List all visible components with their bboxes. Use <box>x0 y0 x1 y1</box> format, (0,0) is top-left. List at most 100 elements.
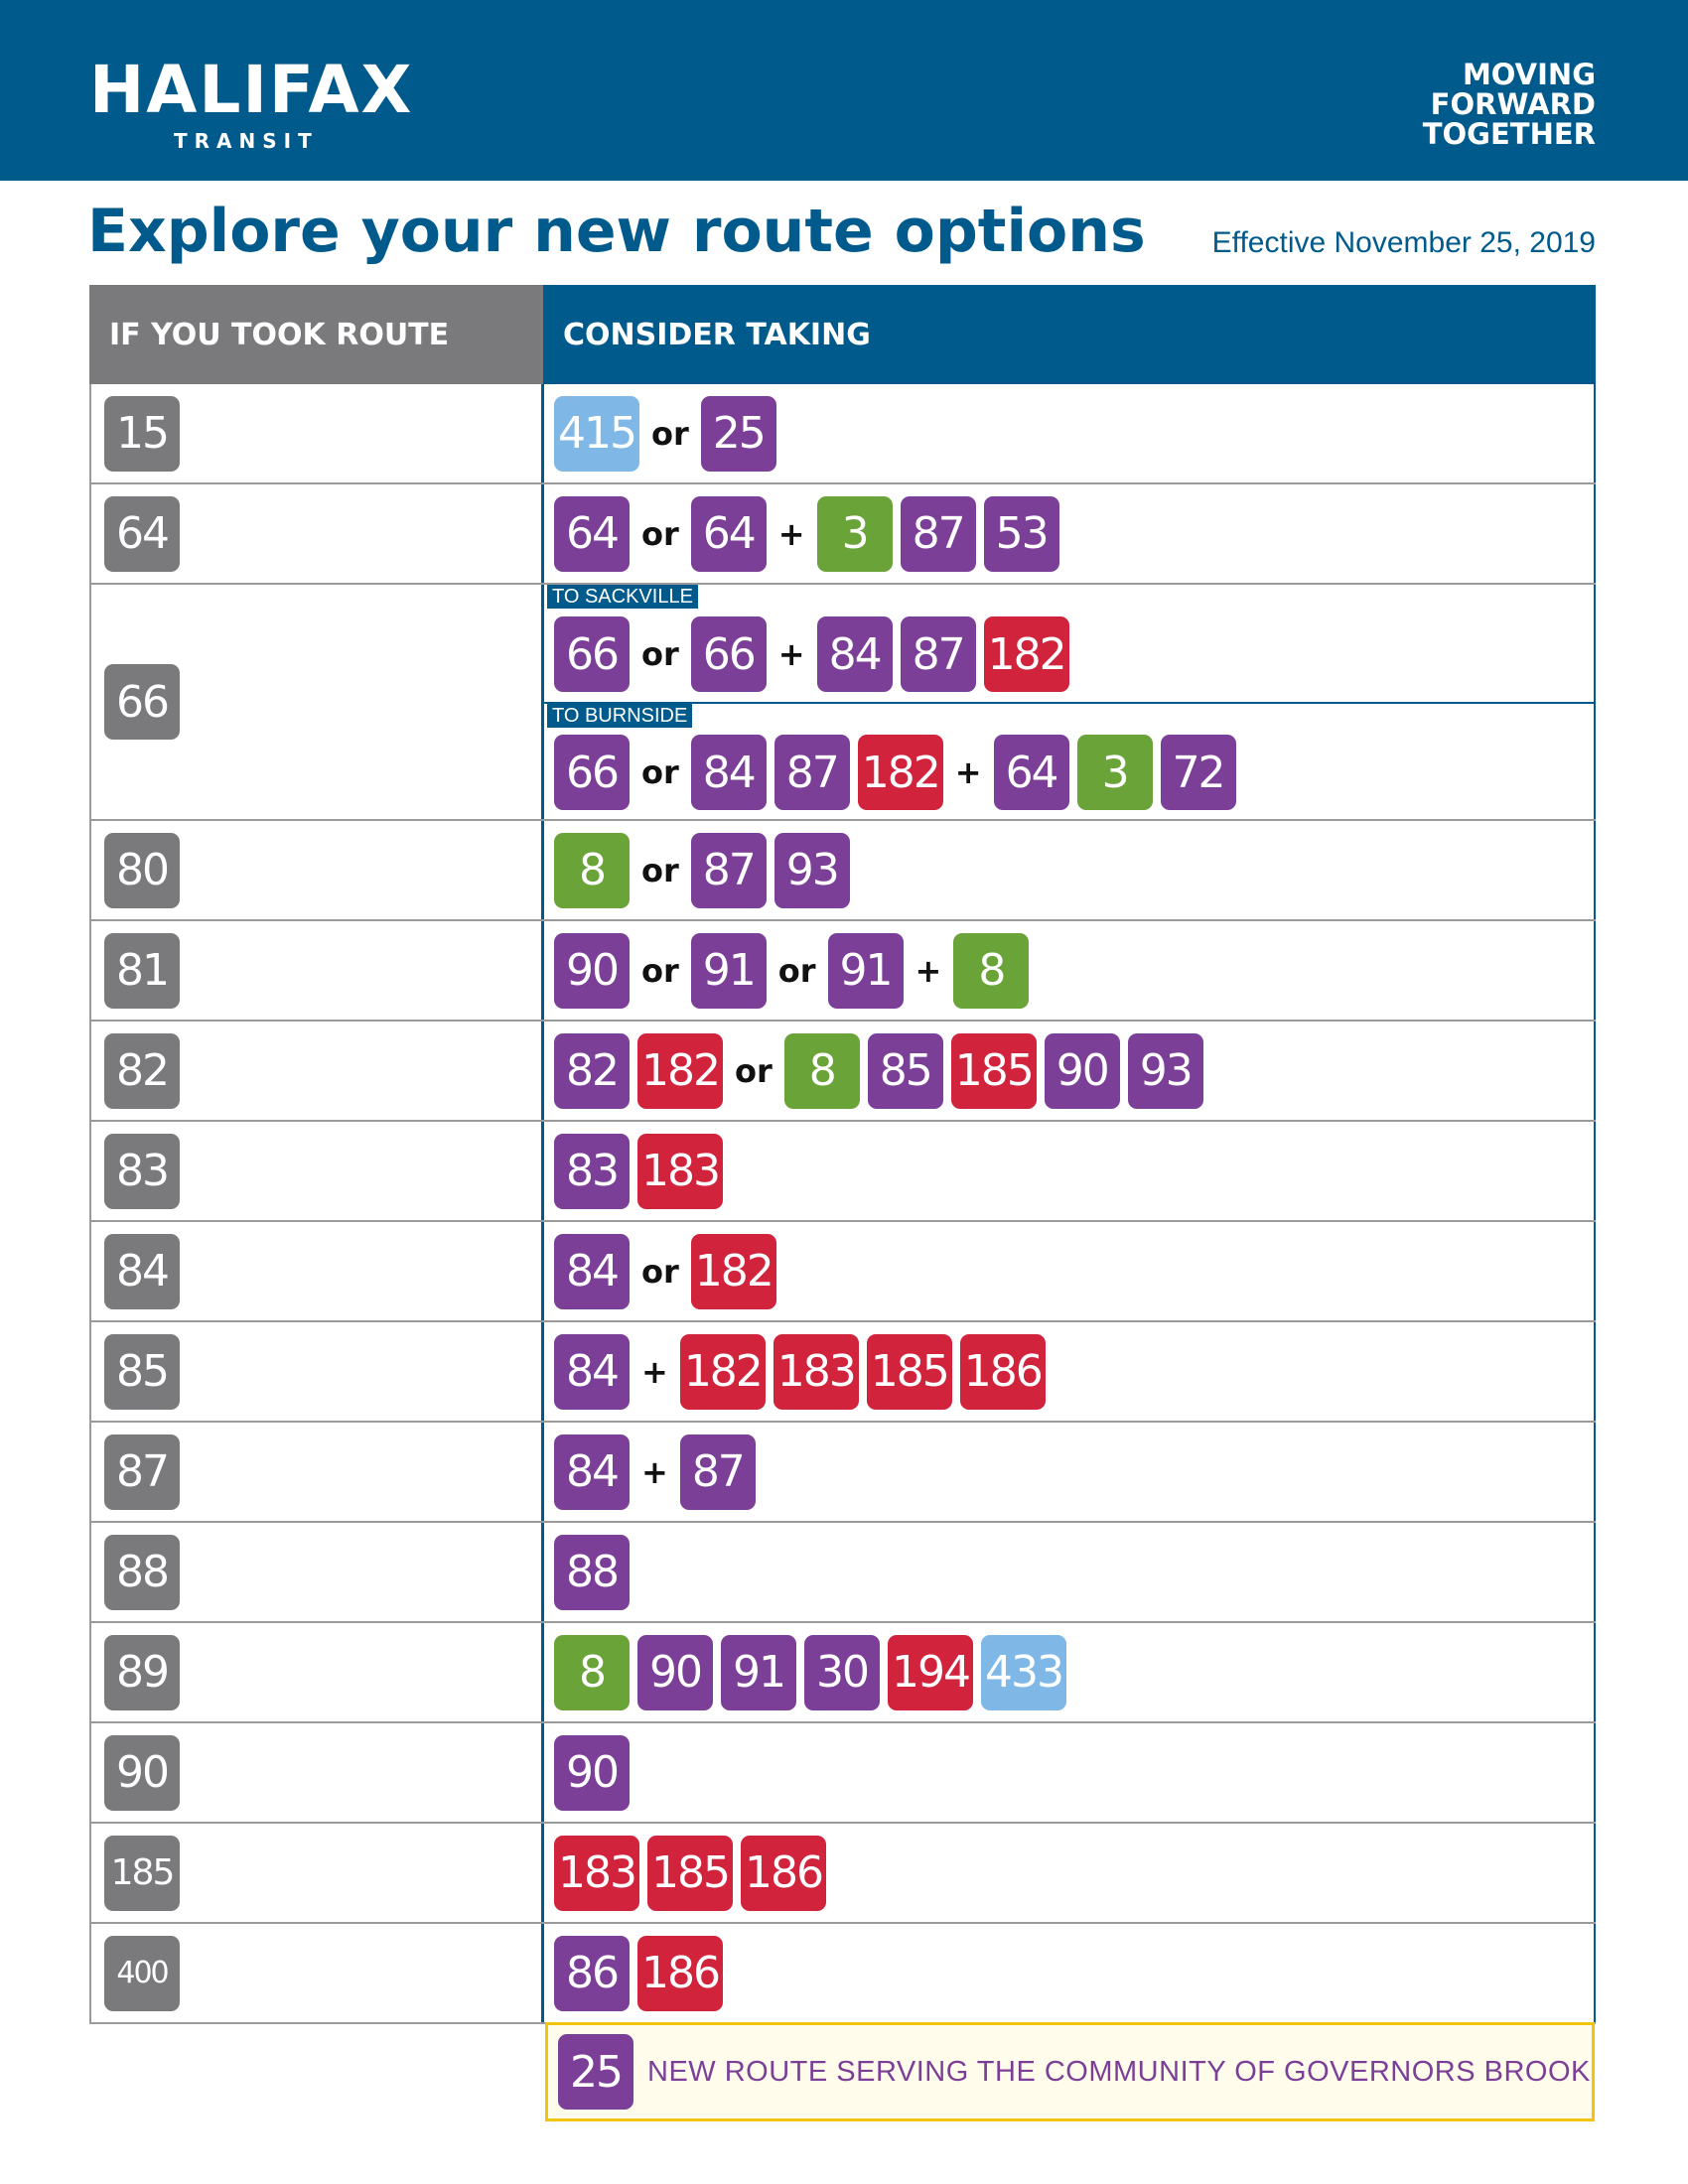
old-route-badge: 83 <box>104 1133 180 1209</box>
table-row: 82 82 182 or 8 85 185 90 93 <box>89 1022 1596 1122</box>
route-option: TO SACKVILLE 66 or 66 +84 87 182 <box>544 585 1594 702</box>
or-separator: or <box>777 951 816 990</box>
route-options-cell: 82 182 or 8 85 185 90 93 <box>544 1022 1596 1120</box>
or-separator: or <box>650 414 689 453</box>
route-badge-433: 433 <box>980 1634 1066 1710</box>
table-row: 85 84 +182 183 185 186 <box>89 1322 1596 1423</box>
column-header-old-route: IF YOU TOOK ROUTE <box>89 285 543 384</box>
route-badge-185: 185 <box>866 1333 952 1410</box>
or-separator: or <box>641 514 679 553</box>
route-option: 84 +87 <box>544 1423 1594 1521</box>
route-badge-64: 64 <box>690 495 767 572</box>
route-option: 8 or 87 93 <box>544 821 1594 919</box>
table-row: 89 8 90 91 30 194 433 <box>89 1623 1596 1723</box>
or-separator: or <box>641 635 679 673</box>
route-badge-8: 8 <box>554 1634 630 1710</box>
old-route-badge: 81 <box>104 932 180 1009</box>
route-badge-93: 93 <box>774 832 850 908</box>
route-options-cell: 90 or 91 or 91 +8 <box>544 921 1596 1020</box>
route-badge-90: 90 <box>554 1734 630 1811</box>
route-table: IF YOU TOOK ROUTE CONSIDER TAKING 15 415 o… <box>89 285 1596 2024</box>
route-option: 415 or 25 <box>544 384 1594 482</box>
route-badge-93: 93 <box>1127 1032 1203 1109</box>
route-badge-72: 72 <box>1160 735 1236 810</box>
route-badge-8: 8 <box>554 832 630 908</box>
route-options-cell: 84 +87 <box>544 1423 1596 1521</box>
route-option: 86 186 <box>544 1924 1594 2022</box>
route-badge-91: 91 <box>721 1634 796 1710</box>
table-row: 88 88 <box>89 1523 1596 1623</box>
or-separator: or <box>641 753 679 791</box>
old-route-badge: 185 <box>104 1835 180 1911</box>
or-separator: or <box>641 951 679 990</box>
route-badge-182: 182 <box>690 1233 776 1309</box>
route-badge-183: 183 <box>773 1333 859 1410</box>
notice-text: NEW ROUTE SERVING THE COMMUNITY OF GOVER… <box>647 2055 1591 2088</box>
route-badge-84: 84 <box>816 616 893 692</box>
old-route-badge: 87 <box>104 1433 180 1510</box>
old-route-cell: 185 <box>89 1824 544 1922</box>
plus-separator: + <box>914 951 942 990</box>
logo-main-text: HALIFAX <box>89 52 414 128</box>
route-badge-182: 182 <box>857 735 943 810</box>
table-row: 87 84 +87 <box>89 1423 1596 1523</box>
route-badge-186: 186 <box>740 1835 826 1911</box>
old-route-cell: 87 <box>89 1423 544 1521</box>
route-badge-64: 64 <box>993 735 1069 810</box>
route-badge-30: 30 <box>804 1634 880 1710</box>
route-badge-84: 84 <box>554 1433 630 1510</box>
old-route-cell: 88 <box>89 1523 544 1621</box>
route-badge-8: 8 <box>953 932 1030 1009</box>
plus-separator: + <box>777 514 805 553</box>
route-badge-66: 66 <box>554 735 630 810</box>
or-separator: or <box>734 1051 773 1090</box>
route-options-cell: 183 185 186 <box>544 1824 1596 1922</box>
new-route-notice: 25 NEW ROUTE SERVING THE COMMUNITY OF GO… <box>545 2022 1595 2121</box>
table-row: 81 90 or 91 or 91 +8 <box>89 921 1596 1022</box>
route-option: 88 <box>544 1523 1594 1621</box>
route-badge-84: 84 <box>690 735 767 810</box>
route-badge-8: 8 <box>783 1032 860 1109</box>
route-badge-185: 185 <box>646 1835 733 1911</box>
route-badge-84: 84 <box>554 1333 630 1410</box>
tagline-line-2: FORWARD <box>1430 87 1596 121</box>
old-route-cell: 89 <box>89 1623 544 1721</box>
old-route-cell: 81 <box>89 921 544 1020</box>
route-options-cell: TO SACKVILLE 66 or 66 +84 87 182 TO BURNSIDE 66 o… <box>544 585 1596 819</box>
old-route-cell: 15 <box>89 384 544 482</box>
or-separator: or <box>641 1252 679 1291</box>
route-option: 8 90 91 30 194 433 <box>544 1623 1594 1721</box>
old-route-badge: 82 <box>104 1032 180 1109</box>
route-options-cell: 86 186 <box>544 1924 1596 2022</box>
route-badge-90: 90 <box>637 1634 713 1710</box>
route-badge-186: 186 <box>637 1935 723 2011</box>
route-badge-88: 88 <box>554 1534 630 1610</box>
old-route-badge: 90 <box>104 1734 180 1811</box>
route-badge-66: 66 <box>690 616 767 692</box>
table-row: 66 TO SACKVILLE 66 or 66 +84 87 182 TO BURNSIDE 6… <box>89 585 1596 821</box>
route-options-cell: 88 <box>544 1523 1596 1621</box>
route-badge-182: 182 <box>983 616 1069 692</box>
route-badge-85: 85 <box>867 1032 943 1109</box>
route-options-cell: 8 90 91 30 194 433 <box>544 1623 1596 1721</box>
old-route-badge: 85 <box>104 1333 180 1410</box>
old-route-badge: 66 <box>104 664 180 740</box>
old-route-cell: 80 <box>89 821 544 919</box>
route-options-cell: 8 or 87 93 <box>544 821 1596 919</box>
tagline: MOVING FORWARD TOGETHER <box>1423 60 1596 149</box>
route-badge-182: 182 <box>679 1333 766 1410</box>
table-row: 15 415 or 25 <box>89 384 1596 484</box>
old-route-badge: 400 <box>104 1935 180 2011</box>
tagline-line-1: MOVING <box>1462 58 1596 91</box>
route-badge-66: 66 <box>554 616 630 692</box>
route-badge-182: 182 <box>637 1032 723 1109</box>
old-route-badge: 15 <box>104 395 180 472</box>
route-badge-3: 3 <box>816 495 893 572</box>
or-separator: or <box>641 851 679 889</box>
route-badge-25: 25 <box>700 395 776 472</box>
route-badge-186: 186 <box>959 1333 1046 1410</box>
route-option: 83 183 <box>544 1122 1594 1220</box>
old-route-badge: 64 <box>104 495 180 572</box>
old-route-cell: 85 <box>89 1322 544 1421</box>
route-badge-82: 82 <box>554 1032 630 1109</box>
